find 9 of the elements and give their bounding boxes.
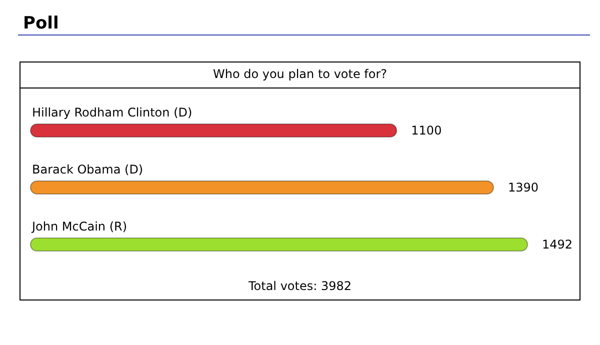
chart-subtitle: Who do you plan to vote for? xyxy=(212,67,388,81)
chart-title: Poll xyxy=(23,14,59,34)
y-tick-label: Hillary Rodham Clinton (D) xyxy=(32,106,192,120)
y-tick-label: Barack Obama (D) xyxy=(32,162,144,176)
data-label: 1100 xyxy=(411,124,442,138)
data-label: 1390 xyxy=(508,180,538,194)
text: Total votes: 3982 xyxy=(247,279,352,293)
y-tick-label: John McCain (R) xyxy=(31,220,128,234)
data-label: 1492 xyxy=(542,238,573,252)
